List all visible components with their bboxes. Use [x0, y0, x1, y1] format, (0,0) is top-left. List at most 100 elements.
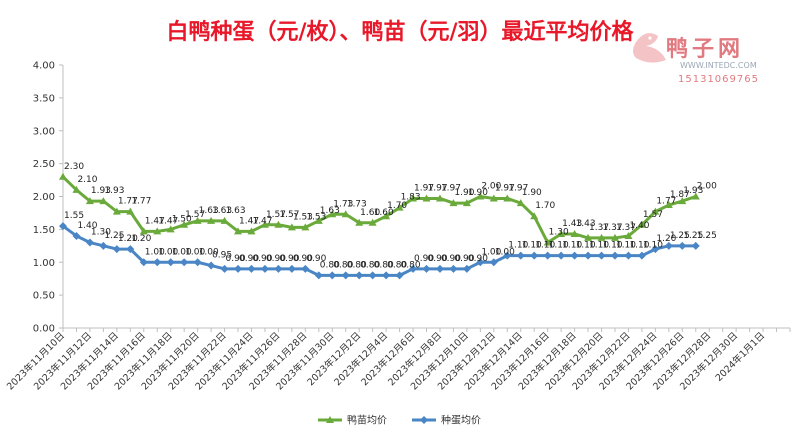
data-point-egg	[328, 271, 337, 280]
legend: 鸭苗均价 种蛋均价	[318, 414, 481, 427]
data-point-egg	[543, 251, 552, 260]
data-point-egg	[166, 258, 175, 267]
data-label: 1.30	[91, 228, 111, 238]
data-label: 1.37	[616, 223, 636, 233]
data-point-duckling	[462, 199, 471, 207]
data-point-egg	[247, 264, 256, 273]
data-point-egg	[691, 241, 700, 250]
data-point-duckling	[207, 216, 216, 224]
data-label: 2.00	[697, 182, 717, 192]
series-layer	[59, 172, 700, 280]
data-point-duckling	[72, 185, 81, 193]
data-label: 1.97	[495, 183, 515, 193]
data-label: 1.00	[145, 247, 165, 257]
data-point-duckling	[543, 238, 552, 246]
data-point-duckling	[435, 194, 444, 202]
data-label: 1.25	[697, 231, 717, 241]
data-point-egg	[395, 271, 404, 280]
data-label: 1.10	[576, 241, 596, 251]
data-point-duckling	[489, 194, 498, 202]
data-point-duckling	[503, 194, 512, 202]
data-label: 1.97	[414, 183, 434, 193]
data-point-duckling	[476, 192, 485, 200]
data-label: 1.10	[603, 241, 623, 251]
data-label: 1.37	[589, 223, 609, 233]
data-point-egg	[382, 271, 391, 280]
data-point-egg	[314, 271, 323, 280]
data-label: 1.20	[131, 234, 151, 244]
data-point-egg	[153, 258, 162, 267]
data-point-egg	[287, 264, 296, 273]
data-label: 1.57	[185, 210, 205, 220]
data-point-egg	[435, 264, 444, 273]
watermark-brand: 鸭子网	[666, 36, 744, 62]
data-label: 2.10	[77, 175, 97, 185]
data-point-egg	[301, 264, 310, 273]
data-label: 2.00	[481, 182, 501, 192]
data-point-duckling	[368, 218, 377, 226]
data-point-duckling	[341, 210, 350, 218]
data-point-duckling	[530, 212, 539, 220]
data-point-egg	[557, 251, 566, 260]
data-label: 1.30	[549, 228, 569, 238]
data-point-duckling	[409, 194, 418, 202]
data-point-duckling	[112, 207, 121, 215]
data-label: 1.73	[333, 199, 353, 209]
data-point-duckling	[691, 192, 700, 200]
data-point-egg	[503, 251, 512, 260]
data-label: 1.00	[172, 247, 192, 257]
data-point-egg	[664, 241, 673, 250]
y-tick-label: 0.00	[33, 324, 55, 335]
data-point-duckling	[624, 231, 633, 239]
data-label: 0.80	[360, 260, 380, 270]
data-label: 1.00	[199, 247, 219, 257]
data-point-duckling	[355, 218, 364, 226]
data-point-egg	[260, 264, 269, 273]
data-point-egg	[584, 251, 593, 260]
data-point-egg	[651, 245, 660, 254]
y-tick-label: 3.50	[33, 93, 55, 104]
data-point-egg	[624, 251, 633, 260]
data-point-egg	[368, 271, 377, 280]
data-point-egg	[597, 251, 606, 260]
data-label: 1.00	[495, 247, 515, 257]
data-point-egg	[274, 264, 283, 273]
data-point-egg	[516, 251, 525, 260]
data-label: 0.95	[212, 251, 232, 261]
data-point-duckling	[395, 203, 404, 211]
data-point-egg	[126, 245, 135, 254]
data-label: 1.47	[145, 216, 165, 226]
legend-label: 种蛋均价	[441, 414, 481, 427]
data-point-egg	[207, 261, 216, 270]
data-label: 0.90	[226, 254, 246, 264]
data-label: 1.57	[643, 210, 663, 220]
watermark-url: WWW.INTEDC.COM	[680, 61, 757, 70]
data-label: 0.90	[428, 254, 448, 264]
data-point-duckling	[99, 197, 108, 205]
data-label: 1.43	[576, 219, 596, 229]
data-label: 1.10	[589, 241, 609, 251]
y-tick-label: 2.00	[33, 192, 55, 203]
data-point-duckling	[557, 229, 566, 237]
data-label: 1.10	[643, 241, 663, 251]
data-label: 1.60	[360, 208, 380, 218]
data-label: 1.43	[562, 219, 582, 229]
y-tick-label: 4.00	[33, 61, 55, 72]
data-label: 1.10	[549, 241, 569, 251]
data-point-duckling	[85, 197, 94, 205]
data-point-duckling	[139, 227, 148, 235]
data-label: 0.80	[320, 260, 340, 270]
data-label: 1.60	[374, 208, 394, 218]
data-point-duckling	[59, 172, 67, 180]
data-labels: 2.302.101.931.931.771.771.471.471.501.57…	[64, 162, 717, 271]
data-point-egg	[234, 264, 243, 273]
data-label: 0.90	[414, 254, 434, 264]
data-point-egg	[462, 264, 471, 273]
data-point-egg	[449, 264, 458, 273]
data-point-duckling	[328, 210, 337, 218]
data-label: 1.25	[104, 231, 124, 241]
data-label: 1.47	[239, 216, 259, 226]
data-label: 1.10	[629, 241, 649, 251]
data-point-duckling	[193, 216, 202, 224]
